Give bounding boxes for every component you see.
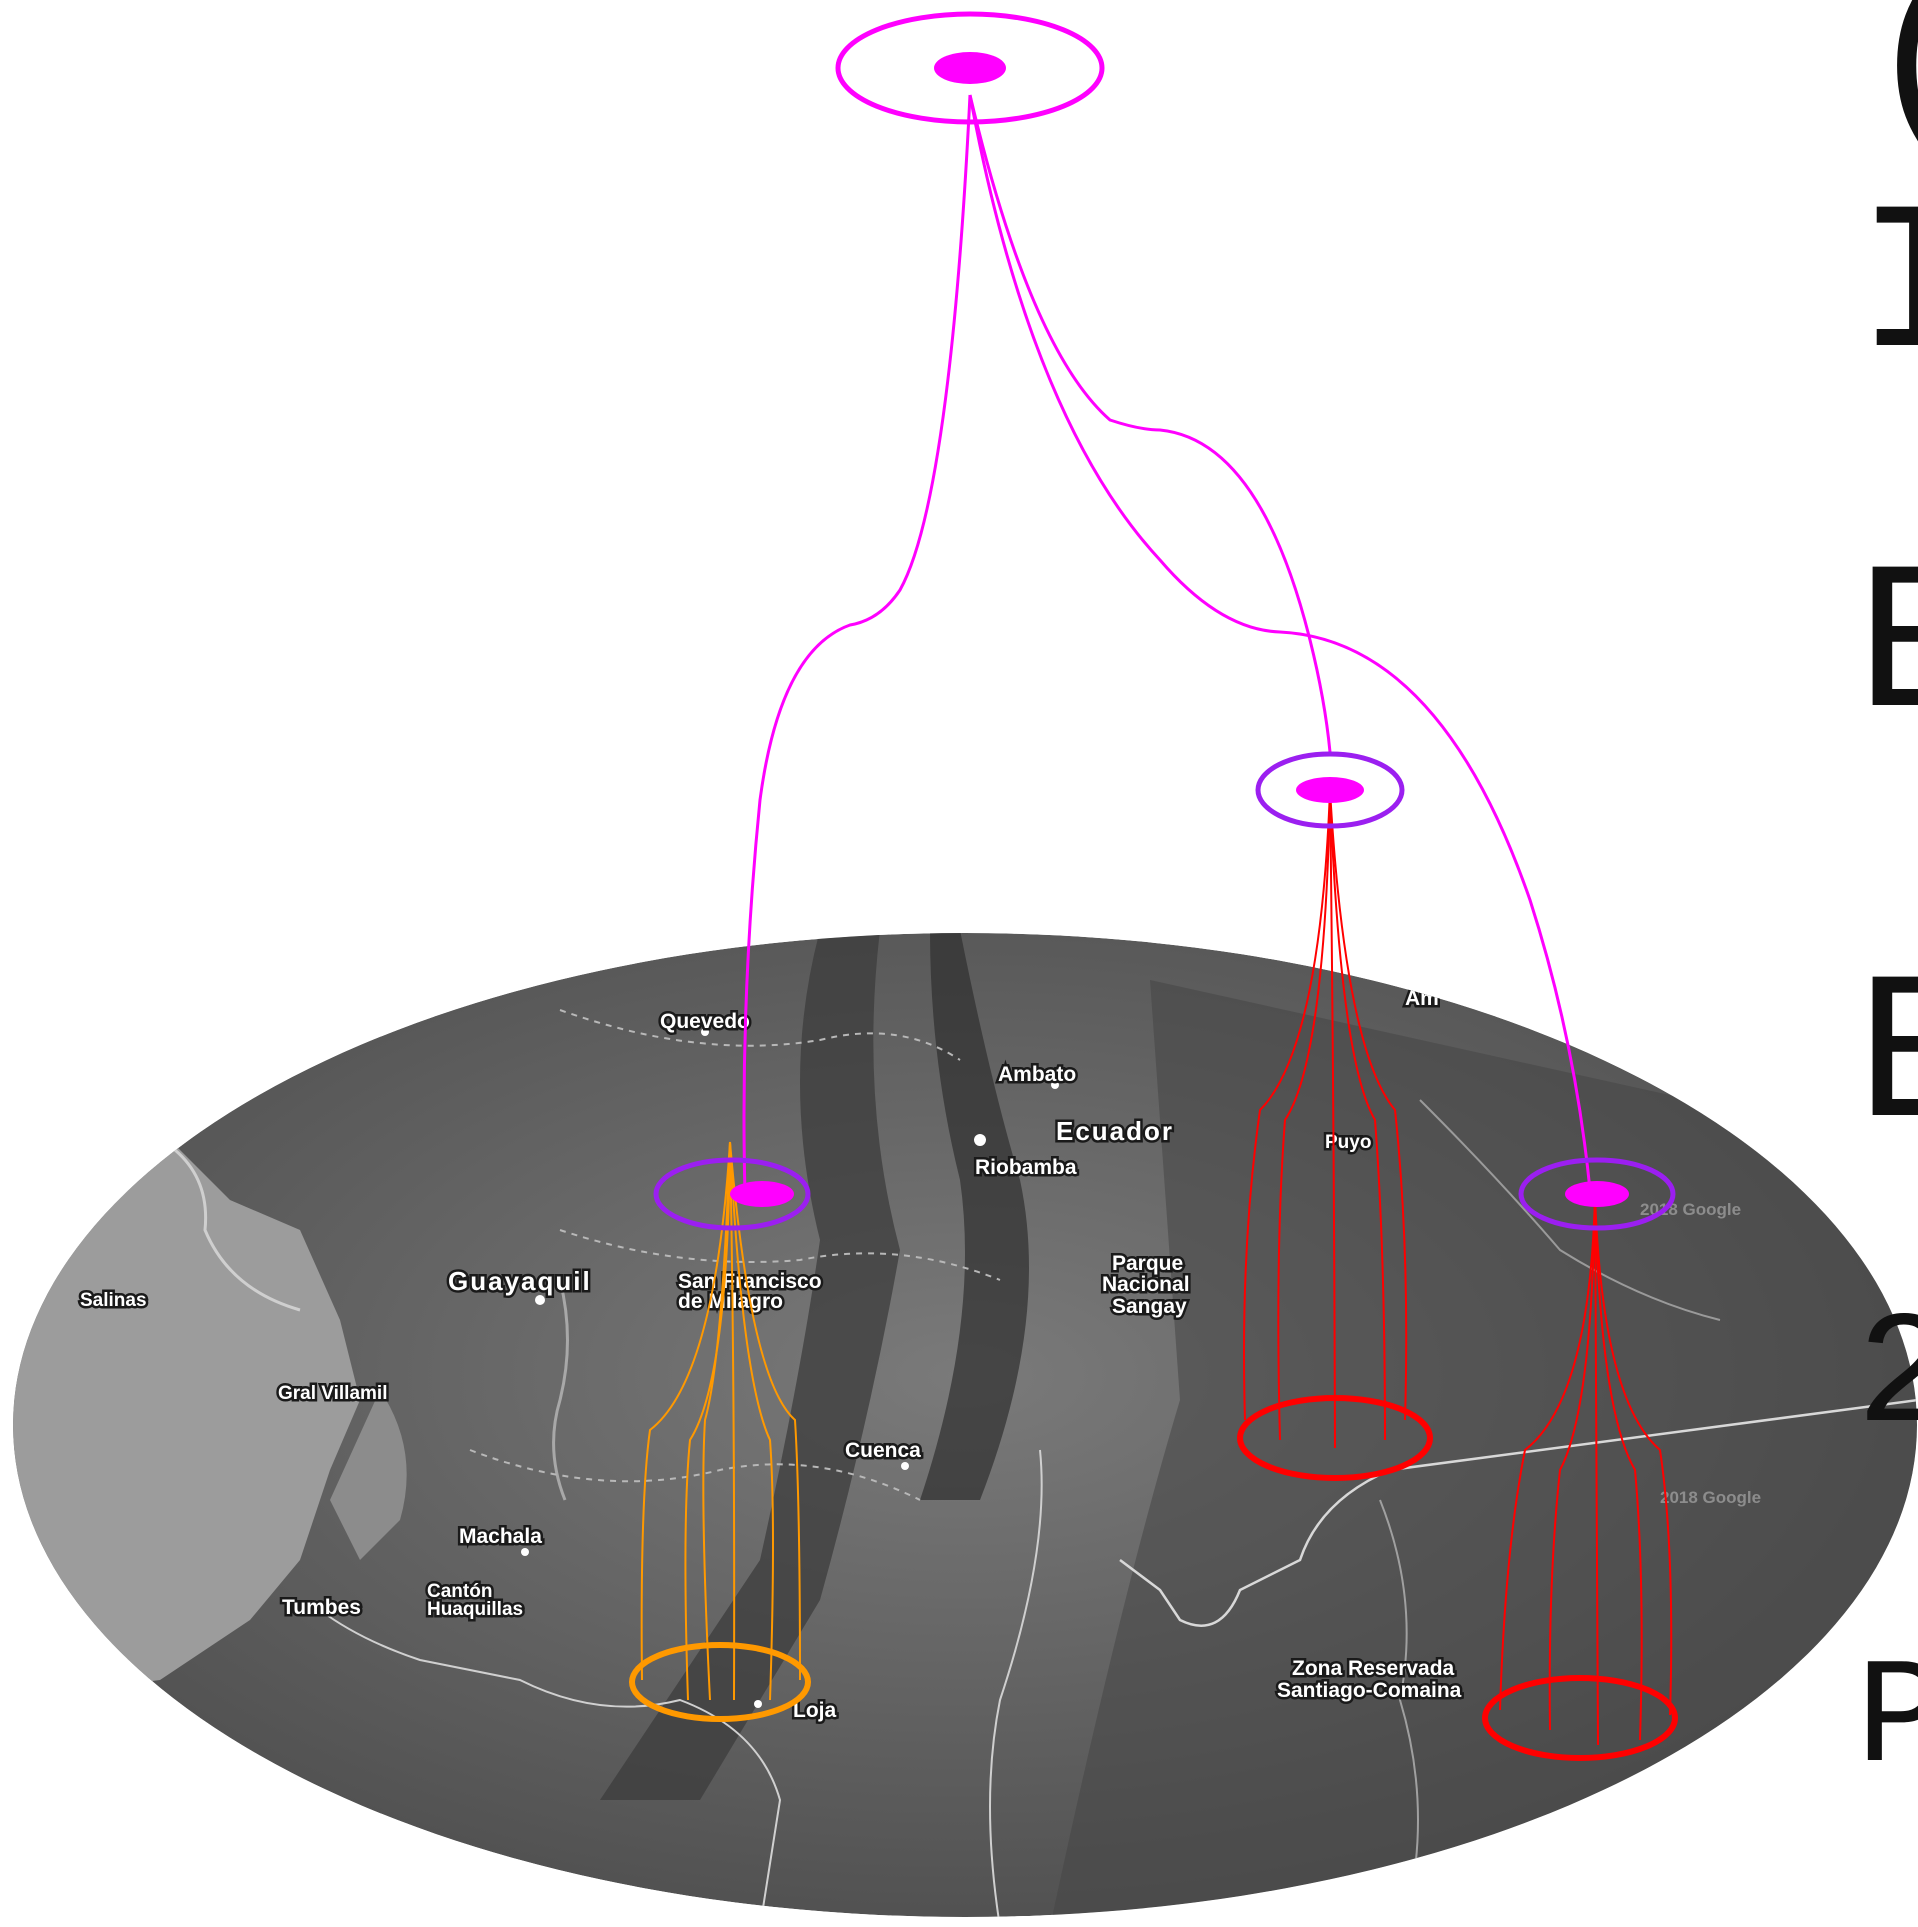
- ring-right-bottom: [1482, 1675, 1678, 1761]
- map-label-machala: Machala: [459, 1525, 542, 1548]
- side-glyph: I: [1856, 171, 1918, 409]
- side-glyph: E: [1856, 531, 1918, 769]
- root-edges: [742, 94, 1592, 1195]
- andes-ridge: [600, 933, 900, 1800]
- map-label-ecuador: Ecuador: [1056, 1116, 1174, 1146]
- map-label-ambato: Ambato: [998, 1063, 1076, 1086]
- gulf-area: [330, 1390, 407, 1560]
- map-watermark: 2018 Google: [1640, 1200, 1741, 1219]
- map-label-cuenca: Cuenca: [845, 1439, 921, 1462]
- mid-ring-right: [1255, 751, 1405, 829]
- country-border: [1119, 1398, 1917, 1627]
- side-glyph: 2: [1856, 1288, 1918, 1469]
- mid-node-far-right: [1565, 1181, 1629, 1207]
- graph-overlay: [629, 11, 1678, 1761]
- side-glyph: P: [1856, 1636, 1918, 1806]
- map-label-santiago-comaina: Santiago-Comaina: [1277, 1679, 1462, 1702]
- side-glyph: (: [1862, 0, 1918, 184]
- ocean-area: [13, 1120, 360, 1700]
- amazon-zone: [1050, 980, 1917, 1917]
- map-label-de-milagro: de Milagro: [678, 1290, 783, 1313]
- city-marker: [974, 1134, 986, 1146]
- ring-left-bottom: [629, 1642, 811, 1722]
- map-disc: Quevedo Ambato Ecuador Puyo Riobamba Par…: [13, 933, 1917, 1917]
- city-marker: [521, 1548, 529, 1556]
- province-boundary: [559, 1229, 1001, 1281]
- map-label-zona-reservada: Zona Reservada: [1292, 1657, 1455, 1680]
- river: [552, 1279, 569, 1501]
- map-label-canton: Cantón: [427, 1581, 492, 1602]
- city-marker: [754, 1700, 762, 1708]
- map-label-am-cut: Am: [1405, 987, 1439, 1010]
- bundle-right-red: [1499, 1194, 1673, 1746]
- coastline: [174, 1148, 301, 1312]
- province-boundary: [469, 1449, 921, 1501]
- bundle-left-orange: [640, 1141, 801, 1701]
- map-label-riobamba: Riobamba: [975, 1156, 1077, 1179]
- side-glyph: E: [1856, 941, 1918, 1179]
- mid-node-left: [730, 1181, 794, 1207]
- root-node: [934, 52, 1006, 84]
- side-text-column: ( I E E 2 P: [1856, 0, 1918, 1806]
- map-label-tumbes: Tumbes: [282, 1596, 361, 1619]
- mid-ring-left: [653, 1157, 811, 1231]
- ring-middle-bottom: [1237, 1395, 1433, 1481]
- map-label-puyo: Puyo: [1325, 1132, 1371, 1153]
- map-label-huaquillas: Huaquillas: [427, 1599, 523, 1620]
- map-label-guayaquil: Guayaquil: [448, 1266, 592, 1296]
- map-watermark: 2018 Google: [1660, 1488, 1761, 1507]
- andes-ridge-east: [920, 933, 1029, 1500]
- map-label-quevedo: Quevedo: [660, 1010, 750, 1033]
- map-label-nacional: Nacional: [1102, 1273, 1190, 1296]
- mid-ring-far-right: [1518, 1157, 1676, 1231]
- country-border: [989, 1449, 1043, 1917]
- root-ring: [835, 11, 1105, 125]
- mid-node-right: [1296, 777, 1364, 803]
- map-label-sangay: Sangay: [1112, 1295, 1187, 1318]
- map-label-salinas: Salinas: [80, 1290, 147, 1311]
- city-marker: [1051, 1081, 1059, 1089]
- map-label-loja: Loja: [793, 1699, 836, 1722]
- map-label-parque: Parque: [1112, 1252, 1183, 1275]
- city-marker: [535, 1295, 545, 1305]
- map-label-gral-villamil: Gral Villamil: [278, 1383, 387, 1404]
- river: [1419, 1099, 1721, 1321]
- country-border: [319, 1609, 782, 1917]
- river: [1379, 1499, 1419, 1901]
- city-marker: [701, 1028, 709, 1036]
- city-marker: [901, 1462, 909, 1470]
- bundle-middle-red: [1243, 789, 1408, 1449]
